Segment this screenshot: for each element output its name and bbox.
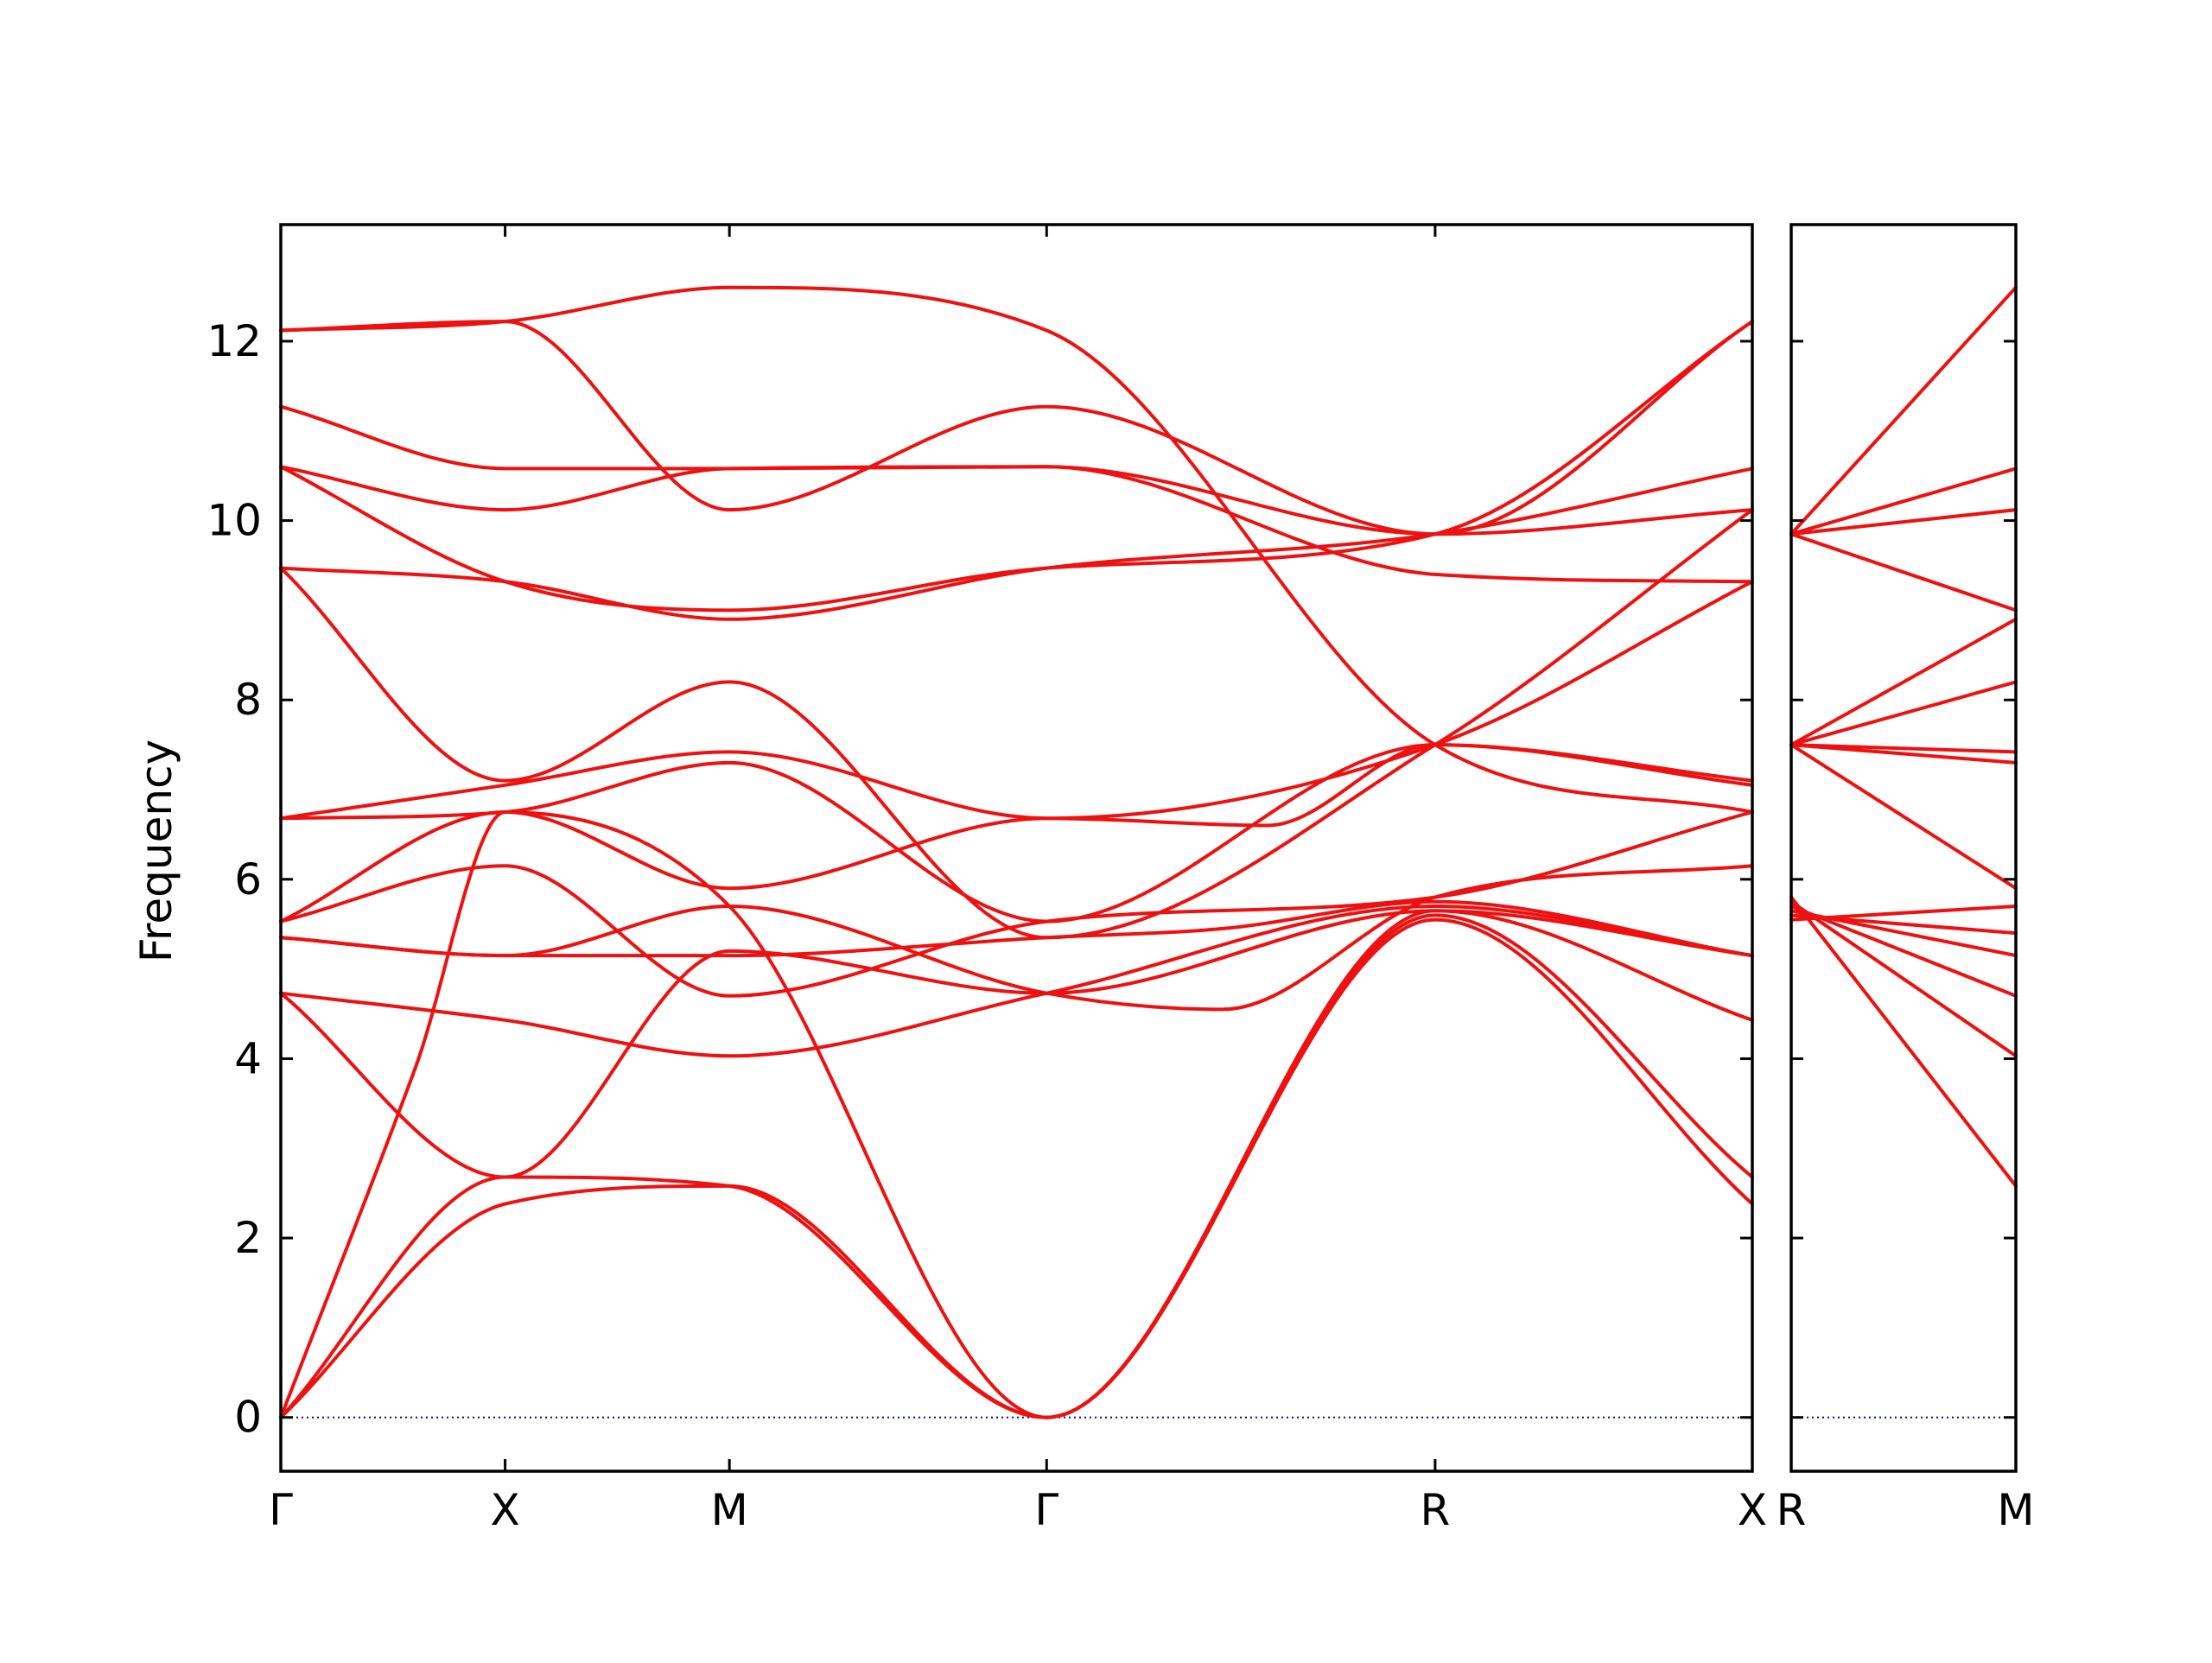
panel-main: 0 2 4 6 8 10 12 Γ X M Γ R X	[207, 223, 1767, 1535]
band-line-1-13	[279, 467, 1754, 621]
y-tick-label: 4	[234, 1033, 262, 1083]
band-line-1-4	[279, 909, 1754, 1179]
plot-frame	[279, 223, 1754, 1473]
band-line-1-7	[279, 864, 1754, 1012]
x-tick-label: M	[711, 1485, 748, 1535]
x-tick-label: M	[1997, 1485, 2034, 1535]
band-line-2-15	[1789, 895, 2018, 1188]
x-tick-label: R	[1421, 1485, 1451, 1535]
band-line-1-11	[279, 580, 1754, 821]
plot-frame	[1789, 223, 2018, 1473]
band-line-2-1	[1789, 285, 2018, 536]
y-tick-label: 0	[234, 1393, 262, 1443]
x-tick-label: R	[1777, 1485, 1807, 1535]
band-line-1-15	[279, 320, 1754, 536]
band-line-2-8	[1789, 743, 2018, 765]
x-tick-label: Γ	[1034, 1485, 1058, 1535]
band-line-1-3	[279, 810, 1754, 1419]
band-line-1-16	[279, 404, 1754, 584]
band-line-1-12	[279, 508, 1754, 940]
band-line-1-14	[279, 320, 1754, 613]
band-line-1-2	[279, 913, 1754, 1419]
y-tick-label: 12	[207, 316, 262, 366]
band-line-1-10	[279, 743, 1754, 924]
band-line-1-18	[279, 285, 1754, 814]
x-tick-label: Γ	[269, 1485, 293, 1535]
y-tick-label: 10	[207, 496, 262, 546]
band-line-2-3	[1789, 508, 2018, 536]
band-line-1-5	[279, 904, 1754, 1058]
band-line-2-6	[1789, 680, 2018, 747]
band-line-2-13	[1789, 904, 2018, 998]
band-line-2-9	[1789, 743, 2018, 891]
band-line-2-14	[1789, 899, 2018, 1058]
band-line-1-9	[279, 743, 1754, 924]
y-tick-label: 2	[234, 1213, 262, 1263]
band-line-1-1	[279, 917, 1754, 1419]
y-axis-label: Frequency	[131, 739, 181, 962]
band-line-2-12	[1789, 909, 2018, 958]
band-line-2-5	[1789, 617, 2018, 747]
band-line-2-2	[1789, 467, 2018, 536]
y-tick-label: 8	[234, 675, 262, 725]
band-line-1-8	[279, 810, 1754, 998]
y-tick-label: 6	[234, 854, 262, 904]
band-line-2-4	[1789, 532, 2018, 613]
x-tick-label: X	[490, 1485, 519, 1535]
x-tick-label: X	[1738, 1485, 1767, 1535]
